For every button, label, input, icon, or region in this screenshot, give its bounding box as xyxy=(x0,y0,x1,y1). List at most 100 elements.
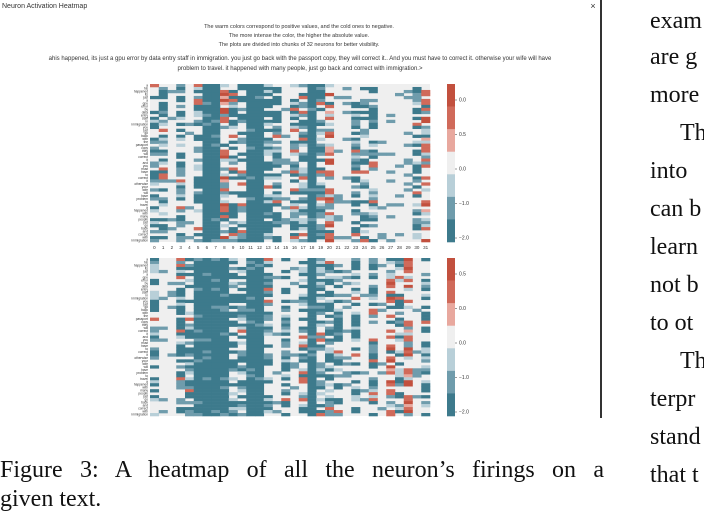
heatmap-cell xyxy=(421,278,431,283)
heatmap-cell xyxy=(368,287,378,292)
heatmap-cell xyxy=(333,299,343,304)
heatmap-cell xyxy=(185,311,195,315)
heatmap-cell xyxy=(281,305,291,309)
heatmap-cell xyxy=(176,260,186,265)
heatmap-cell xyxy=(298,299,308,304)
heatmap-cell xyxy=(176,170,186,174)
heatmap-cell xyxy=(316,233,326,237)
heatmap-cell xyxy=(290,209,300,213)
colorbar-segment xyxy=(447,84,455,107)
heatmap-cell xyxy=(316,224,326,228)
y-tick-label: correct xyxy=(138,350,148,354)
heatmap-cell xyxy=(246,258,256,262)
heatmap-cell xyxy=(395,302,405,306)
heatmap-cell xyxy=(237,365,247,369)
heatmap-cell xyxy=(246,332,256,336)
heatmap-cell xyxy=(316,311,326,315)
heatmap-cell xyxy=(298,185,308,189)
heatmap-cell xyxy=(421,350,431,354)
heatmap-cell xyxy=(220,389,230,393)
heatmap-cell xyxy=(263,152,273,156)
heatmap-cell xyxy=(307,125,317,130)
heatmap-cell xyxy=(255,101,265,106)
heatmap-cell xyxy=(325,308,335,312)
heatmap-cell xyxy=(298,278,308,283)
heatmap-cell xyxy=(185,386,195,390)
heatmap-cell xyxy=(246,131,256,135)
heatmap-cell xyxy=(202,290,212,295)
heatmap-cell xyxy=(325,356,335,360)
heatmap-cell xyxy=(307,311,317,315)
figure-caption-line-2: given text. xyxy=(0,486,102,512)
y-tick-label: a xyxy=(146,84,148,88)
heatmap-cell xyxy=(211,314,221,318)
heatmap-cell xyxy=(307,377,317,381)
heatmap-cell xyxy=(176,341,186,345)
heatmap-cell xyxy=(412,227,422,231)
heatmap-cell xyxy=(211,353,221,357)
heatmap-cell xyxy=(307,215,317,219)
heatmap-cell xyxy=(193,104,203,109)
heatmap-cell xyxy=(298,239,308,243)
heatmap-cell xyxy=(325,224,335,228)
heatmap-cell xyxy=(298,221,308,225)
heatmap-cell xyxy=(255,272,265,277)
heatmap-cell xyxy=(150,239,160,243)
heatmap-cell xyxy=(298,284,308,289)
heatmap-cell xyxy=(316,206,326,210)
heatmap-cell xyxy=(220,224,230,228)
heatmap-cell xyxy=(202,227,212,231)
heatmap-cell xyxy=(150,398,160,402)
heatmap-cell xyxy=(185,362,195,366)
heatmap-cell xyxy=(211,404,221,408)
heatmap-cell xyxy=(263,146,273,150)
heatmap-cell xyxy=(228,413,238,417)
y-tick-label: go xyxy=(144,398,148,402)
y-tick-label: many xyxy=(140,215,148,219)
heatmap-cell xyxy=(272,95,282,100)
heatmap-cell xyxy=(246,305,256,309)
heatmap-cell xyxy=(228,206,238,210)
heatmap-cell xyxy=(351,146,361,150)
heatmap-cell xyxy=(220,305,230,309)
heatmap-cell xyxy=(193,395,203,399)
heatmap-cell xyxy=(307,272,317,277)
y-tick-label: many xyxy=(140,389,148,393)
heatmap-cell xyxy=(412,212,422,216)
heatmap-cell xyxy=(403,182,413,186)
heatmap-cell xyxy=(298,104,308,109)
heatmap-cell xyxy=(290,116,300,121)
heatmap-cell xyxy=(386,293,396,298)
heatmap-cell xyxy=(325,263,335,268)
heatmap-cell xyxy=(307,224,317,228)
x-tick-label: 4 xyxy=(188,245,191,250)
heatmap-cell xyxy=(325,320,335,324)
heatmap-cell xyxy=(351,371,361,375)
heatmap-cell xyxy=(386,272,396,277)
heatmap-cell xyxy=(185,332,195,336)
heatmap-cell xyxy=(255,212,265,216)
close-button[interactable]: × xyxy=(590,1,596,11)
heatmap-cell xyxy=(351,212,361,216)
heatmap-cell xyxy=(211,125,221,130)
heatmap-cell xyxy=(185,323,195,327)
heatmap-cell xyxy=(307,134,317,138)
heatmap-cell xyxy=(255,278,265,283)
y-tick-label: travel xyxy=(140,203,148,207)
heatmap-cell xyxy=(386,344,396,348)
heatmap-cell xyxy=(281,206,291,210)
heatmap-cell xyxy=(368,191,378,195)
heatmap-cell xyxy=(290,164,300,168)
heatmap-cell xyxy=(150,152,160,156)
heatmap-cell xyxy=(298,158,308,162)
heatmap-cell xyxy=(351,176,361,180)
heatmap-cell xyxy=(237,287,247,292)
heatmap-cell xyxy=(307,302,317,306)
heatmap-cell xyxy=(298,101,308,106)
heatmap-cell xyxy=(246,89,256,94)
heatmap-cell xyxy=(325,266,335,271)
heatmap-cell xyxy=(386,239,396,243)
heatmap-cell xyxy=(228,161,238,165)
heatmap-cell xyxy=(246,143,256,147)
heatmap-cell xyxy=(220,182,230,186)
